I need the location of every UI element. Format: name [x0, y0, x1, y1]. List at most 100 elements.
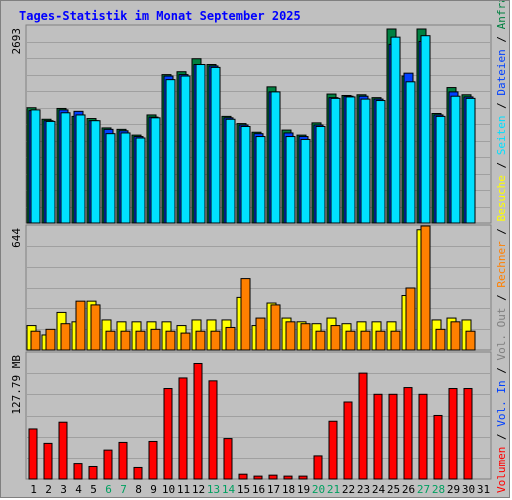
- bar-seiten-day-20: [315, 125, 326, 224]
- bar-seiten-day-17: [270, 91, 281, 224]
- legend-item-rechner: Rechner: [495, 241, 508, 288]
- bar-rechner-day-10: [165, 330, 176, 351]
- bar-seiten-day-2: [45, 120, 56, 224]
- legend-item-vol-out: Vol. Out: [495, 308, 508, 361]
- bar-volumen-day-9: [148, 440, 158, 480]
- bar-seiten-day-10: [165, 79, 176, 224]
- bar-volumen-day-15: [238, 473, 248, 480]
- bar-volumen-day-28: [433, 414, 443, 480]
- bar-seiten-day-28: [435, 115, 446, 224]
- bar-seiten-day-12: [195, 64, 206, 224]
- x-tick-label-day-17: 17: [267, 483, 280, 496]
- bar-volumen-day-27: [418, 393, 428, 480]
- legend: Volumen / Vol. In / Vol. Out / Rechner /…: [495, 1, 508, 493]
- bar-rechner-day-23: [360, 330, 371, 351]
- x-tick-label-day-15: 15: [237, 483, 250, 496]
- bar-volumen-day-14: [223, 438, 233, 480]
- x-tick-label-day-13: 13: [207, 483, 220, 496]
- bar-volumen-day-22: [343, 401, 353, 480]
- bar-rechner-day-19: [300, 323, 311, 351]
- bar-rechner-day-2: [45, 328, 56, 351]
- y-axis-label-panel-1: 2693: [10, 28, 23, 55]
- x-tick-label-day-14: 14: [222, 483, 236, 496]
- bar-volumen-day-3: [58, 421, 68, 480]
- legend-separator: /: [495, 288, 508, 308]
- bar-seiten-day-3: [60, 112, 71, 224]
- bar-seiten-day-4: [75, 114, 86, 224]
- x-tick-label-day-24: 24: [372, 483, 386, 496]
- x-tick-label-day-26: 26: [402, 483, 415, 496]
- bar-rechner-day-26: [405, 287, 416, 351]
- bar-seiten-day-1: [30, 109, 41, 224]
- x-tick-label-day-16: 16: [252, 483, 265, 496]
- x-tick-label-day-5: 5: [90, 483, 97, 496]
- x-tick-label-day-4: 4: [75, 483, 82, 496]
- legend-separator: /: [495, 221, 508, 241]
- bar-rechner-day-28: [435, 328, 446, 351]
- bar-volumen-day-17: [268, 474, 278, 480]
- x-tick-label-day-23: 23: [357, 483, 370, 496]
- bar-rechner-day-4: [75, 300, 86, 351]
- bar-volumen-day-30: [463, 388, 473, 480]
- x-tick-label-day-20: 20: [312, 483, 325, 496]
- bar-rechner-day-27: [420, 225, 431, 351]
- bar-seiten-day-11: [180, 75, 191, 224]
- x-tick-label-day-29: 29: [447, 483, 460, 496]
- x-tick-label-day-3: 3: [60, 483, 67, 496]
- x-tick-label-day-11: 11: [177, 483, 190, 496]
- x-tick-label-day-1: 1: [30, 483, 37, 496]
- bar-seiten-day-8: [135, 137, 146, 224]
- x-tick-label-day-25: 25: [387, 483, 400, 496]
- bar-rechner-day-24: [375, 330, 386, 351]
- bar-volumen-day-6: [103, 449, 113, 480]
- x-tick-label-day-28: 28: [432, 483, 445, 496]
- bar-volumen-day-20: [313, 455, 323, 480]
- bar-rechner-day-8: [135, 330, 146, 351]
- bar-rechner-day-14: [225, 326, 236, 351]
- legend-separator: /: [495, 361, 508, 381]
- bar-seiten-day-6: [105, 133, 116, 224]
- bar-rechner-day-9: [150, 328, 161, 351]
- bar-seiten-day-7: [120, 132, 131, 224]
- bar-volumen-day-2: [43, 442, 53, 480]
- bar-rechner-day-17: [270, 304, 281, 351]
- bar-volumen-day-29: [448, 388, 458, 480]
- bar-seiten-day-23: [360, 98, 371, 224]
- bar-volumen-day-1: [28, 428, 38, 480]
- legend-item-volumen: Volumen: [495, 447, 508, 493]
- bar-volumen-day-4: [73, 463, 83, 480]
- bar-rechner-day-11: [180, 332, 191, 351]
- bar-volumen-day-16: [253, 475, 263, 480]
- bar-volumen-day-25: [388, 393, 398, 480]
- bar-seiten-day-14: [225, 118, 236, 224]
- bar-seiten-day-26: [405, 81, 416, 224]
- y-axis-label-panel-3: 127.79 MB: [10, 355, 23, 415]
- legend-separator: /: [495, 29, 508, 49]
- bar-volumen-day-5: [88, 465, 98, 480]
- bar-volumen-day-10: [163, 388, 173, 480]
- x-tick-label-day-31: 31: [477, 483, 490, 496]
- bar-rechner-day-29: [450, 321, 461, 351]
- y-axis-label-panel-2: 644: [10, 228, 23, 248]
- bar-rechner-day-12: [195, 330, 206, 351]
- bar-rechner-day-3: [60, 323, 71, 351]
- bar-seiten-day-29: [450, 95, 461, 224]
- bar-volumen-day-18: [283, 475, 293, 480]
- bar-seiten-day-25: [390, 36, 401, 224]
- x-tick-label-day-19: 19: [297, 483, 310, 496]
- bar-seiten-day-30: [465, 97, 476, 224]
- bar-seiten-day-16: [255, 136, 266, 224]
- bar-volumen-day-23: [358, 372, 368, 480]
- legend-separator: /: [495, 96, 508, 116]
- bar-seiten-day-5: [90, 120, 101, 224]
- bar-volumen-day-24: [373, 393, 383, 480]
- x-tick-label-day-18: 18: [282, 483, 295, 496]
- bar-rechner-day-1: [30, 330, 41, 351]
- legend-item-vol-in: Vol. In: [495, 380, 508, 426]
- legend-item-besuche: Besuche: [495, 175, 508, 221]
- legend-separator: /: [495, 427, 508, 447]
- bar-volumen-day-21: [328, 420, 338, 480]
- x-tick-label-day-2: 2: [45, 483, 52, 496]
- x-tick-label-day-21: 21: [327, 483, 340, 496]
